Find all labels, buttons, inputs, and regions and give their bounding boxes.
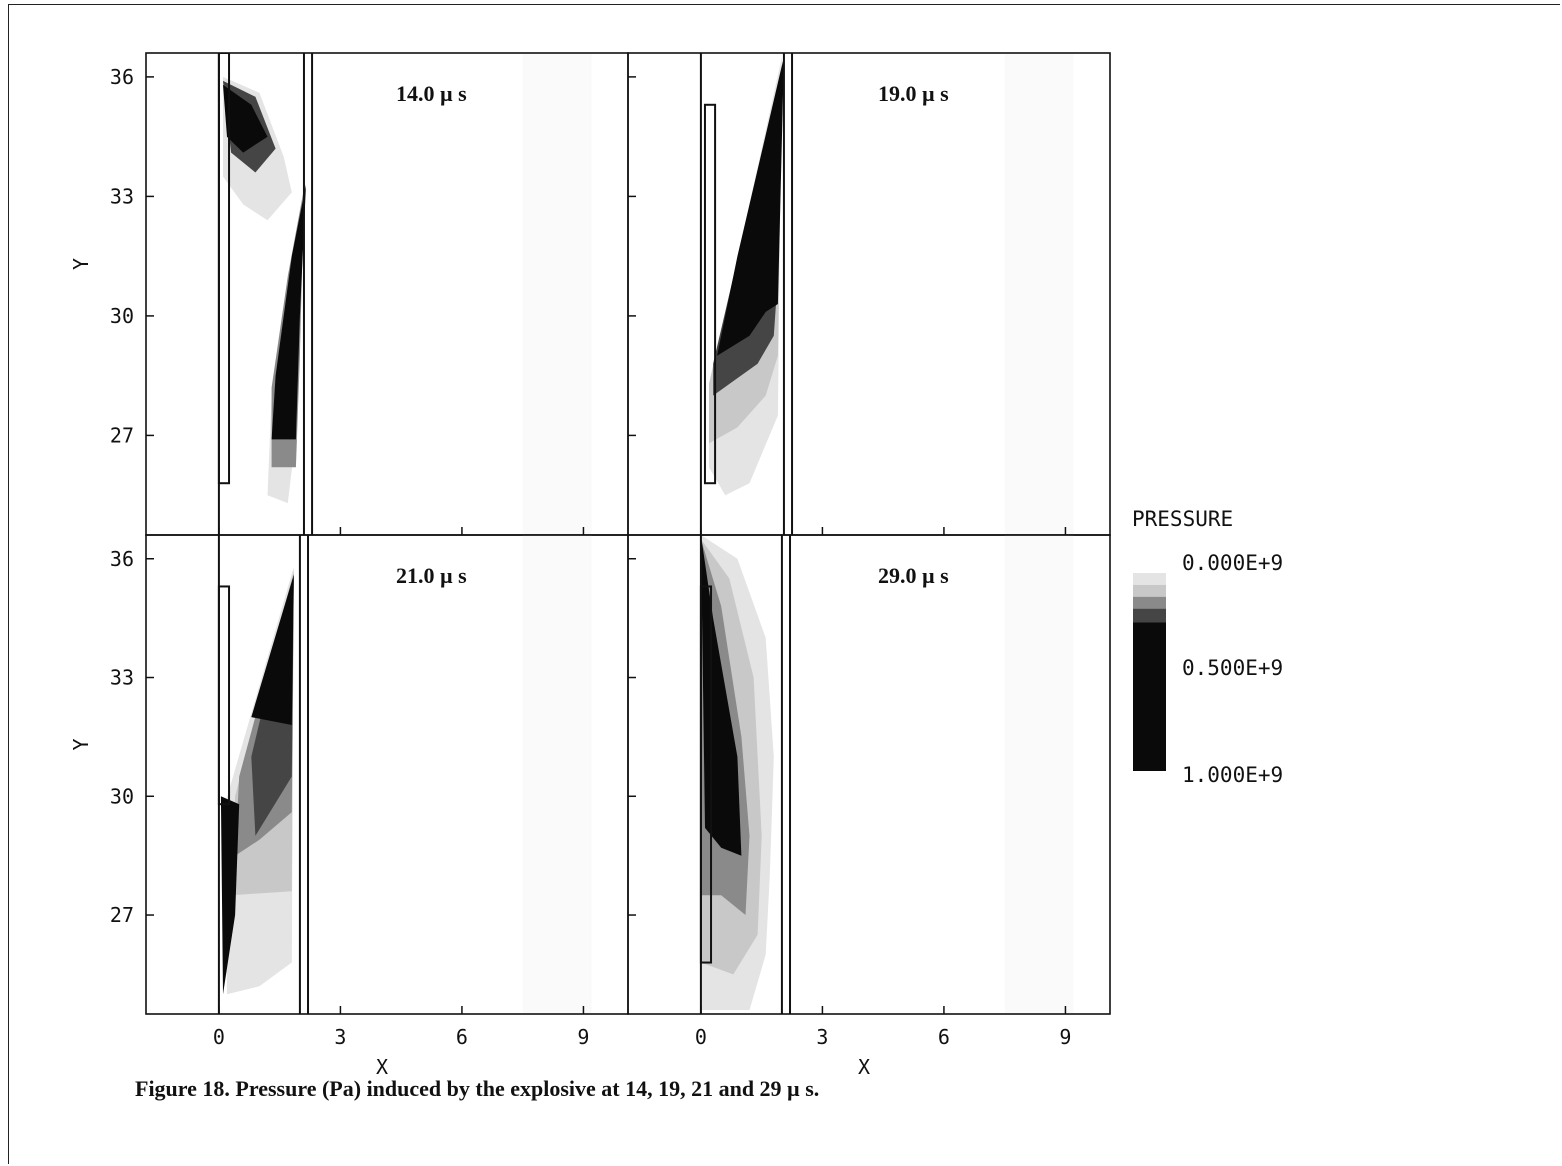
pressure-region-4	[717, 57, 784, 356]
explosive-outline	[217, 53, 231, 485]
y-axis-title: Y	[69, 258, 93, 270]
panel-2: 19.0 µ s	[627, 52, 1111, 536]
x-tick-label: 0	[695, 1025, 707, 1049]
background-region	[1004, 535, 1074, 1014]
colorbar-label: 0.000E+9	[1182, 551, 1283, 575]
explosive-outline	[703, 103, 717, 485]
colorbar-label: 0.500E+9	[1182, 656, 1283, 680]
pressure-field	[699, 53, 1074, 535]
explosive-outline	[699, 585, 713, 964]
pressure-field	[699, 535, 1074, 1014]
colorbar-band-3	[1133, 596, 1166, 609]
background-region	[1004, 53, 1074, 535]
figure-caption: Figure 18. Pressure (Pa) induced by the …	[135, 1076, 820, 1101]
x-tick-label: 6	[456, 1025, 468, 1049]
time-label: 19.0 µ s	[878, 81, 949, 106]
colorbar-band-1	[1133, 573, 1166, 585]
page-frame	[8, 4, 1560, 1164]
x-tick-label: 3	[334, 1025, 346, 1049]
pressure-region-6	[220, 796, 240, 995]
x-tick-label: 3	[816, 1025, 828, 1049]
panel-frame	[627, 534, 1111, 1015]
x-tick-label: 9	[577, 1025, 589, 1049]
background-region	[522, 53, 592, 535]
pressure-field	[217, 535, 592, 1014]
time-label: 14.0 µ s	[396, 81, 467, 106]
x-axis-title: X	[376, 1055, 388, 1079]
y-tick-label: 27	[110, 903, 134, 927]
legend-title: PRESSURE	[1132, 507, 1233, 531]
pressure-region-5	[251, 574, 294, 725]
legend: PRESSURE 0.000E+9 0.500E+9 1.000E+9	[1132, 507, 1283, 787]
colorbar-label: 1.000E+9	[1182, 763, 1283, 787]
pressure-field	[217, 53, 592, 535]
pressure-region-6	[271, 184, 306, 440]
x-axis-title: X	[858, 1055, 870, 1079]
time-label: 21.0 µ s	[396, 563, 467, 588]
colorbar-band-4	[1133, 608, 1166, 623]
x-tick-label: 6	[938, 1025, 950, 1049]
y-tick-label: 27	[110, 423, 134, 447]
panel-4: 29.0 µ s 0 3 6 9 X	[627, 534, 1111, 1079]
time-label: 29.0 µ s	[878, 563, 949, 588]
panel-1: 14.0 µ s 36 33 30 27 Y	[69, 52, 629, 536]
colorbar-band-5	[1133, 622, 1166, 771]
y-tick-label: 33	[110, 666, 134, 690]
y-tick-label: 36	[110, 547, 134, 571]
y-tick-label: 33	[110, 184, 134, 208]
pressure-region-3	[223, 84, 268, 153]
y-tick-label: 30	[110, 304, 134, 328]
background-region	[522, 535, 592, 1014]
x-tick-label: 9	[1059, 1025, 1071, 1049]
y-tick-label: 30	[110, 784, 134, 808]
y-tick-label: 36	[110, 65, 134, 89]
y-axis-title: Y	[69, 738, 93, 750]
colorbar-band-2	[1133, 584, 1166, 597]
explosive-outline	[217, 585, 231, 806]
x-tick-label: 0	[213, 1025, 225, 1049]
